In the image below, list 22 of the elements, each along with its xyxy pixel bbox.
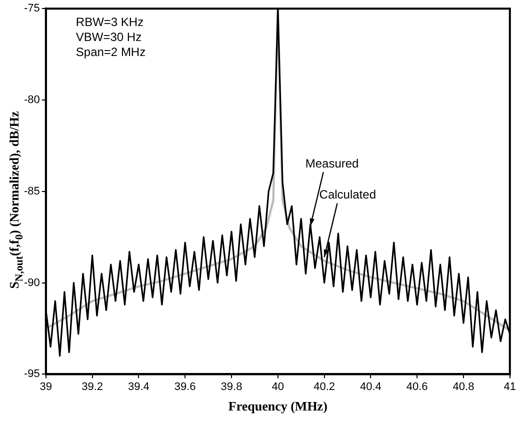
y-tick-label: -95 — [24, 368, 40, 380]
x-tick-label: 39.8 — [220, 380, 242, 393]
x-tick-label: 40.8 — [452, 380, 474, 393]
x-tick-label: 40 — [272, 380, 284, 393]
y-tick-label: -80 — [24, 94, 40, 106]
x-tick-label: 40.2 — [314, 380, 335, 393]
x-tick-label: 39.6 — [174, 380, 196, 393]
annotation: RBW=3 KHz — [76, 14, 144, 29]
y-tick-label: -90 — [24, 276, 40, 289]
x-tick-label: 39.2 — [82, 380, 104, 393]
annotation: VBW=30 Hz — [76, 30, 142, 44]
x-tick-label: 39 — [40, 380, 52, 393]
x-tick-label: 41 — [504, 380, 516, 393]
x-axis-title: Frequency (MHz) — [228, 398, 328, 414]
annotation: Calculated — [319, 188, 376, 202]
x-tick-label: 39.4 — [128, 380, 150, 393]
y-tick-label: -85 — [24, 185, 40, 198]
y-tick-label: -75 — [24, 2, 40, 15]
x-tick-label: 40.6 — [406, 380, 428, 393]
annotation: Measured — [305, 156, 359, 170]
x-tick-label: 40.4 — [360, 380, 382, 393]
annotation: Span=2 MHz — [76, 44, 146, 59]
